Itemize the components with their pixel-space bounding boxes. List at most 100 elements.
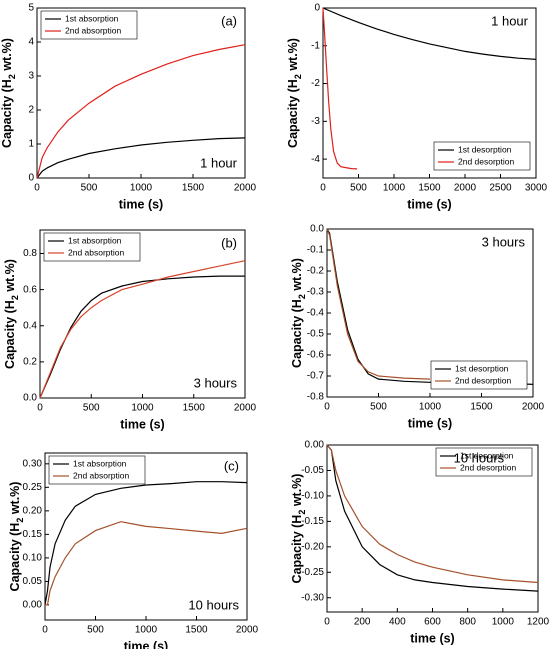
x-tick-label: 1500 [183, 403, 206, 414]
series-line [322, 7, 537, 60]
legend-label: 1st desorption [458, 144, 512, 154]
x-tick-label: 200 [354, 617, 371, 628]
legend-label: 2nd absorption [68, 247, 125, 257]
series-line [326, 444, 539, 584]
x-axis-label: time (s) [124, 639, 168, 649]
y-tick-label: -0.6 [307, 350, 325, 361]
series-line [326, 228, 431, 380]
x-tick-label: 3000 [525, 183, 548, 194]
annotation: 10 hours [454, 450, 505, 465]
y-tick-label: -0.3 [307, 287, 325, 298]
x-tick-label: 400 [389, 617, 406, 628]
y-tick-label: 2 [28, 105, 34, 116]
y-axis-label: Capacity (H2 wt.%) [290, 258, 307, 368]
x-tick-label: 2000 [454, 183, 477, 194]
y-axis-label-part: wt.%) [290, 474, 304, 510]
y-tick-label: -4 [311, 154, 320, 165]
y-tick-label: -0.5 [307, 329, 325, 340]
y-tick-label: 0.05 [23, 576, 43, 587]
x-tick-label: 0 [324, 617, 330, 628]
legend-box [430, 360, 528, 390]
x-tick-label: 2000 [522, 402, 545, 413]
y-tick-label: -0.10 [301, 491, 324, 502]
series-line [36, 44, 246, 179]
legend-label: 1st absorption [73, 458, 127, 468]
y-tick-label: 0.10 [23, 553, 43, 564]
legend-label: 1st desorption [455, 363, 509, 373]
y-tick-label: -1 [311, 40, 320, 51]
legend-label: 2nd absorption [73, 470, 130, 480]
legend-label: 1st absorption [65, 13, 119, 23]
y-tick-label: 0.25 [23, 482, 43, 493]
y-tick-label: 0 [28, 173, 34, 184]
y-tick-label: 0.00 [305, 440, 325, 451]
legend-box [433, 141, 531, 171]
x-tick-label: 1000 [135, 625, 158, 636]
panel: 0 500 1000 1500 2000 0.00 0.05 0.10 0.15 0.20 0.25… [8, 452, 259, 649]
y-axis-label-part: 2 [10, 295, 20, 300]
x-tick-label: 0 [320, 183, 326, 194]
y-tick-label: 0.15 [23, 529, 43, 540]
y-axis-label: Capacity (H2 wt.%) [290, 474, 307, 584]
y-tick-label: 4 [28, 37, 34, 48]
annotation: 1 hour [200, 155, 238, 170]
x-tick-label: 1500 [182, 183, 205, 194]
legend-label: 2nd desorption [455, 375, 512, 385]
annotation: 3 hours [194, 375, 238, 390]
x-axis-label: time (s) [120, 417, 164, 431]
legend-box [48, 455, 146, 485]
y-tick-label: 0.0 [23, 393, 37, 404]
panel: 0 500 1000 1500 2000 0.0 0.2 0.4 0.6 0.8 time (s) C… [3, 229, 257, 431]
y-axis-label: Capacity (H2 wt.%) [3, 259, 20, 369]
y-axis-label-part: Capacity (H [290, 515, 304, 584]
x-tick-label: 500 [370, 402, 387, 413]
legend-label: 2nd desorption [458, 156, 515, 166]
panel: 0 500 1000 1500 2000 2500 3000 0 -1 -2 -3 -4 time (s… [286, 3, 547, 212]
y-tick-label: -0.30 [301, 592, 324, 603]
y-tick-label: -0.05 [301, 465, 324, 476]
legend-box [43, 232, 141, 262]
panel: 0 200 400 600 800 1000 1200 0.00 -0.05 -0.10 -0.15… [290, 440, 549, 646]
y-axis-label-part: wt.%) [286, 38, 300, 74]
y-tick-label: 0.8 [23, 248, 37, 259]
y-axis-label-part: Capacity (H [3, 300, 17, 369]
series-line [326, 444, 539, 592]
annotation: (a) [221, 13, 237, 28]
legend-box [40, 10, 138, 40]
y-axis-label-part: wt.%) [290, 258, 304, 294]
series-line [36, 137, 246, 179]
legend-label: 2nd absorption [65, 25, 122, 35]
x-tick-label: 1000 [130, 183, 153, 194]
y-axis-label-part: Capacity (H [286, 79, 300, 148]
x-tick-label: 0 [37, 403, 43, 414]
y-tick-label: -0.2 [307, 266, 325, 277]
x-axis-label: time (s) [408, 416, 452, 430]
y-tick-label: -2 [311, 78, 320, 89]
y-tick-label: -0.7 [307, 371, 325, 382]
y-tick-label: -3 [311, 116, 320, 127]
y-tick-label: 1 [28, 139, 34, 150]
y-axis-label-part: 2 [293, 74, 303, 79]
y-tick-label: -0.15 [301, 516, 324, 527]
y-axis-label-part: 2 [297, 294, 307, 299]
y-axis-label-part: wt.%) [3, 259, 17, 295]
y-tick-label: 0.30 [23, 458, 43, 469]
x-tick-label: 500 [83, 403, 100, 414]
panel: 0 500 1000 1500 2000 0.0 -0.1 -0.2 -0.3 -0.4 -0.5 -… [290, 224, 544, 431]
x-tick-label: 2500 [489, 183, 512, 194]
legend-box [435, 447, 533, 477]
x-tick-label: 1000 [419, 402, 442, 413]
y-tick-label: -0.20 [301, 541, 324, 552]
x-tick-label: 1500 [185, 625, 208, 636]
y-axis-label: Capacity (H2 wt.%) [8, 482, 25, 592]
x-tick-label: 1000 [131, 403, 154, 414]
y-axis-label-part: Capacity (H [8, 523, 22, 592]
x-tick-label: 500 [87, 625, 104, 636]
y-tick-label: 0.2 [23, 357, 37, 368]
y-axis-label-part: 2 [297, 510, 307, 515]
panel: 0 500 1000 1500 2000 0 1 2 3 4 5 time (s) Capacity (… [0, 3, 256, 212]
x-tick-label: 1000 [492, 617, 515, 628]
annotation: 3 hours [482, 234, 526, 249]
y-tick-label: -0.8 [307, 392, 325, 403]
